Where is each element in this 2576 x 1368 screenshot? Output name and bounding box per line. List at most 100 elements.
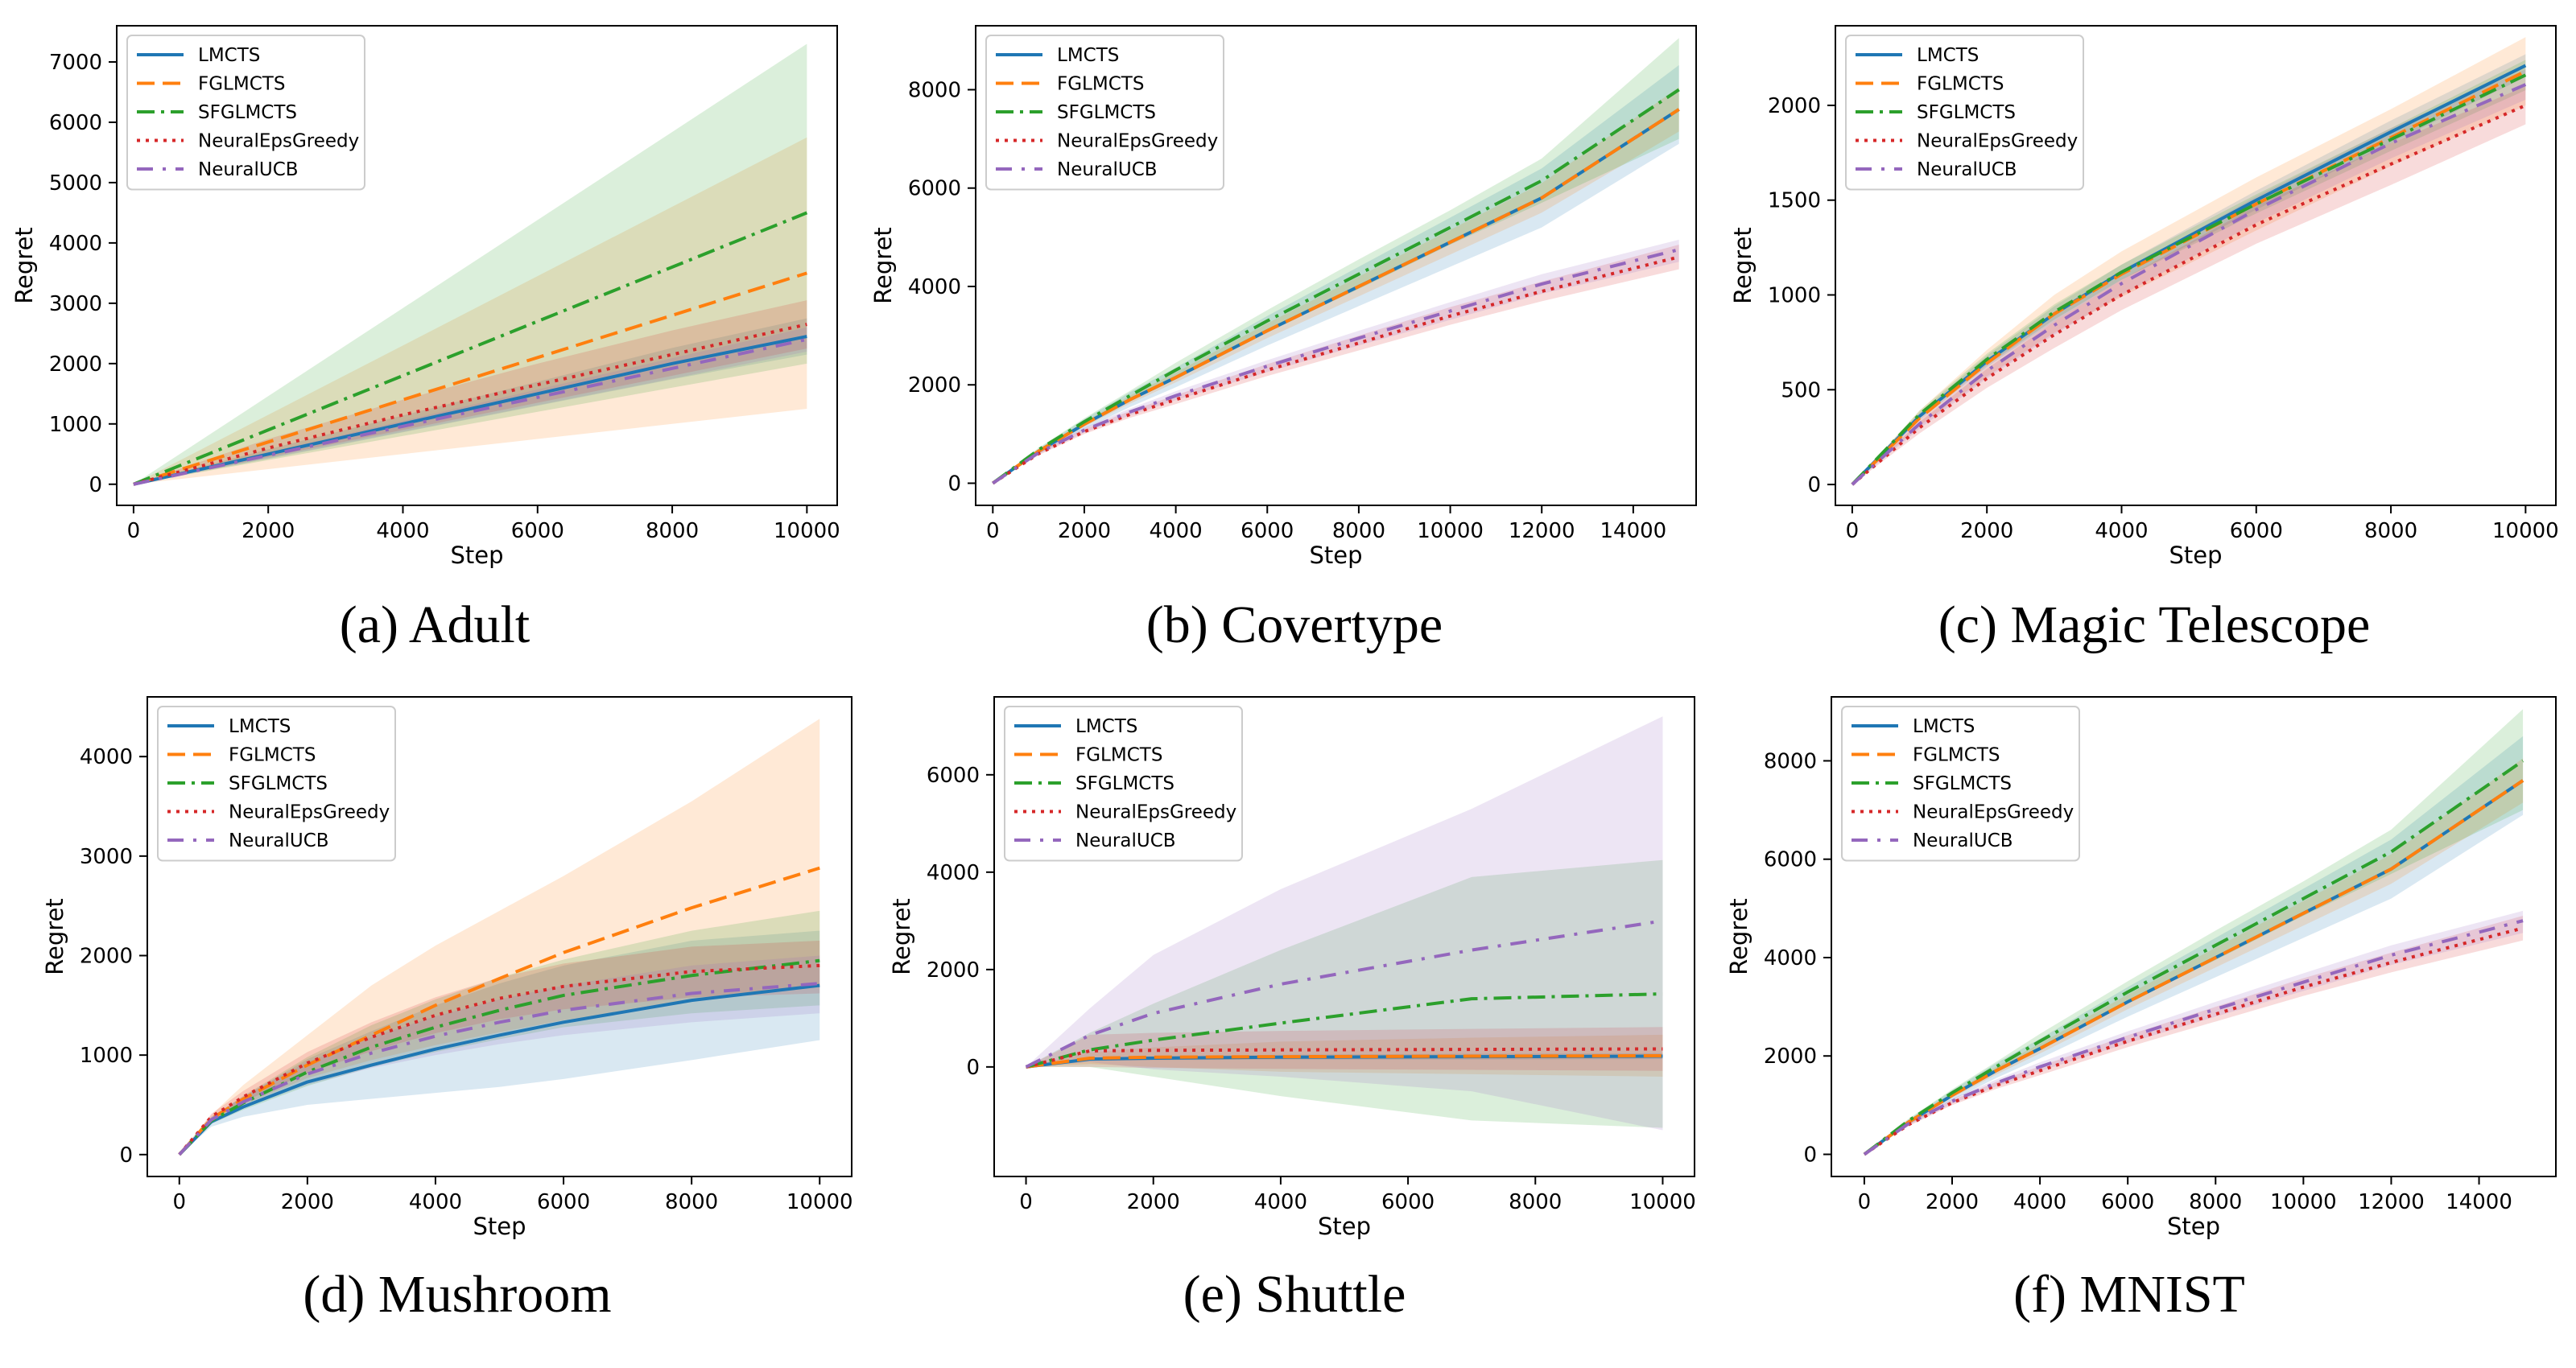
series-line-neuralucb (1863, 919, 2524, 1156)
confidence-band-neuralepsgreedy (1864, 916, 2524, 1155)
series-line-fglmcts (178, 866, 820, 1156)
legend-label-neuralucb: NeuralUCB (198, 159, 299, 180)
x-axis-label: Step (1309, 542, 1362, 569)
y-tick-label: 4000 (1764, 946, 1817, 970)
series-line-fglmcts (1026, 1053, 1663, 1069)
y-tick-label: 7000 (49, 51, 102, 75)
y-tick-label: 1000 (49, 413, 102, 437)
legend-label-neuralepsgreedy: NeuralEpsGreedy (1917, 131, 2078, 152)
x-axis-label: Step (450, 542, 503, 569)
confidence-band-lmcts (993, 64, 1679, 484)
x-tick-label: 10000 (2492, 519, 2559, 543)
y-tick-label: 0 (89, 473, 102, 497)
legend-label-neuralucb: NeuralUCB (1913, 830, 2013, 851)
x-tick-label: 10000 (774, 519, 840, 543)
series-line-sfglmcts (1026, 992, 1663, 1069)
plot-frame (116, 25, 838, 506)
y-axis-label: Regret (1729, 227, 1757, 304)
chart-panel-4: 0 2000 4000 6000 8000 10000 0 1000 2000 3000 4000 S… (41, 696, 853, 1240)
legend-box (985, 35, 1224, 191)
y-axis-label: Regret (869, 227, 897, 304)
legend-label-lmcts: LMCTS (1913, 716, 1975, 737)
y-tick-label: 3000 (80, 845, 133, 869)
x-tick-label: 14000 (1600, 519, 1667, 543)
confidence-band-neuralepsgreedy (993, 245, 1679, 484)
x-tick-label: 12000 (1509, 519, 1575, 543)
x-tick-label: 4000 (409, 1190, 462, 1214)
x-tick-label: 8000 (2364, 519, 2417, 543)
y-tick-label: 4000 (49, 232, 102, 256)
x-tick-label: 2000 (1960, 519, 2013, 543)
confidence-band-neuralucb (1852, 69, 2526, 485)
legend-label-neuralepsgreedy: NeuralEpsGreedy (198, 131, 359, 152)
x-tick-label: 10000 (786, 1190, 853, 1214)
series-line-sfglmcts (992, 88, 1680, 485)
y-tick-label: 1500 (1768, 189, 1821, 213)
series-line-lmcts (133, 335, 807, 486)
confidence-band-sfglmcts (179, 910, 820, 1155)
x-tick-label: 10000 (1629, 1190, 1696, 1214)
confidence-band-fglmcts (179, 719, 820, 1155)
series-line-fglmcts (992, 108, 1680, 485)
x-tick-label: 12000 (2358, 1190, 2425, 1214)
x-tick-label: 0 (127, 519, 141, 543)
confidence-band-sfglmcts (1864, 709, 2524, 1155)
series-line-sfglmcts (1863, 759, 2524, 1156)
series-line-neuralucb (1025, 919, 1663, 1069)
legend-box (1004, 706, 1243, 862)
chart-panel-2: 0 2000 4000 6000 8000 10000 12000 14000 0 2000 400… (869, 25, 1697, 569)
y-tick-label: 2000 (80, 944, 133, 968)
y-tick-label: 4000 (908, 275, 961, 299)
confidence-band-neuralucb (1864, 910, 2524, 1155)
legend-label-neuralepsgreedy: NeuralEpsGreedy (229, 802, 390, 823)
x-tick-label: 8000 (646, 519, 699, 543)
x-tick-label: 2000 (1058, 519, 1111, 543)
x-axis-label: Step (2169, 542, 2222, 569)
legend-label-fglmcts: FGLMCTS (198, 74, 285, 95)
x-tick-label: 8000 (1332, 519, 1385, 543)
series-line-sfglmcts (133, 211, 808, 486)
plot-frame (1831, 696, 2557, 1177)
y-tick-label: 2000 (49, 352, 102, 377)
legend-box (126, 35, 365, 191)
y-axis-label: Regret (10, 227, 38, 304)
x-tick-label: 4000 (376, 519, 429, 543)
y-tick-label: 2000 (1764, 1045, 1817, 1069)
legend-label-lmcts: LMCTS (1075, 716, 1137, 737)
x-tick-label: 0 (986, 519, 1000, 543)
y-tick-label: 0 (1803, 1143, 1817, 1167)
y-tick-label: 4000 (927, 861, 980, 885)
series-line-neuralepsgreedy (133, 323, 807, 486)
x-tick-label: 10000 (1417, 519, 1484, 543)
legend-label-lmcts: LMCTS (229, 716, 291, 737)
plot-frame (993, 696, 1695, 1177)
legend-label-neuralepsgreedy: NeuralEpsGreedy (1075, 802, 1236, 823)
legend-label-fglmcts: FGLMCTS (229, 745, 316, 766)
x-tick-label: 6000 (1241, 519, 1294, 543)
series-line-neuralepsgreedy (1026, 1047, 1663, 1069)
confidence-band-sfglmcts (1852, 60, 2526, 485)
y-axis-label: Regret (888, 898, 915, 975)
series-line-sfglmcts (178, 958, 820, 1156)
legend-label-sfglmcts: SFGLMCTS (1917, 102, 2016, 123)
y-tick-label: 2000 (908, 373, 961, 398)
y-tick-label: 8000 (908, 78, 961, 102)
y-tick-label: 6000 (49, 111, 102, 135)
confidence-band-neuralucb (1026, 716, 1663, 1131)
legend-label-lmcts: LMCTS (1917, 45, 1979, 66)
legend-label-sfglmcts: SFGLMCTS (198, 102, 297, 123)
x-tick-label: 6000 (1381, 1190, 1435, 1214)
confidence-band-neuralepsgreedy (179, 940, 820, 1155)
legend-label-fglmcts: FGLMCTS (1057, 74, 1144, 95)
y-tick-label: 2000 (927, 958, 980, 983)
x-tick-label: 0 (172, 1190, 186, 1214)
plot-frame (975, 25, 1697, 506)
series-line-neuralucb (992, 248, 1680, 485)
x-tick-label: 8000 (665, 1190, 718, 1214)
x-tick-label: 2000 (242, 519, 295, 543)
confidence-band-lmcts (1864, 736, 2524, 1155)
x-axis-label: Step (473, 1213, 526, 1240)
series-line-neuralucb (178, 982, 820, 1156)
series-line-sfglmcts (1851, 73, 2527, 486)
series-line-neuralepsgreedy (1863, 926, 2524, 1156)
